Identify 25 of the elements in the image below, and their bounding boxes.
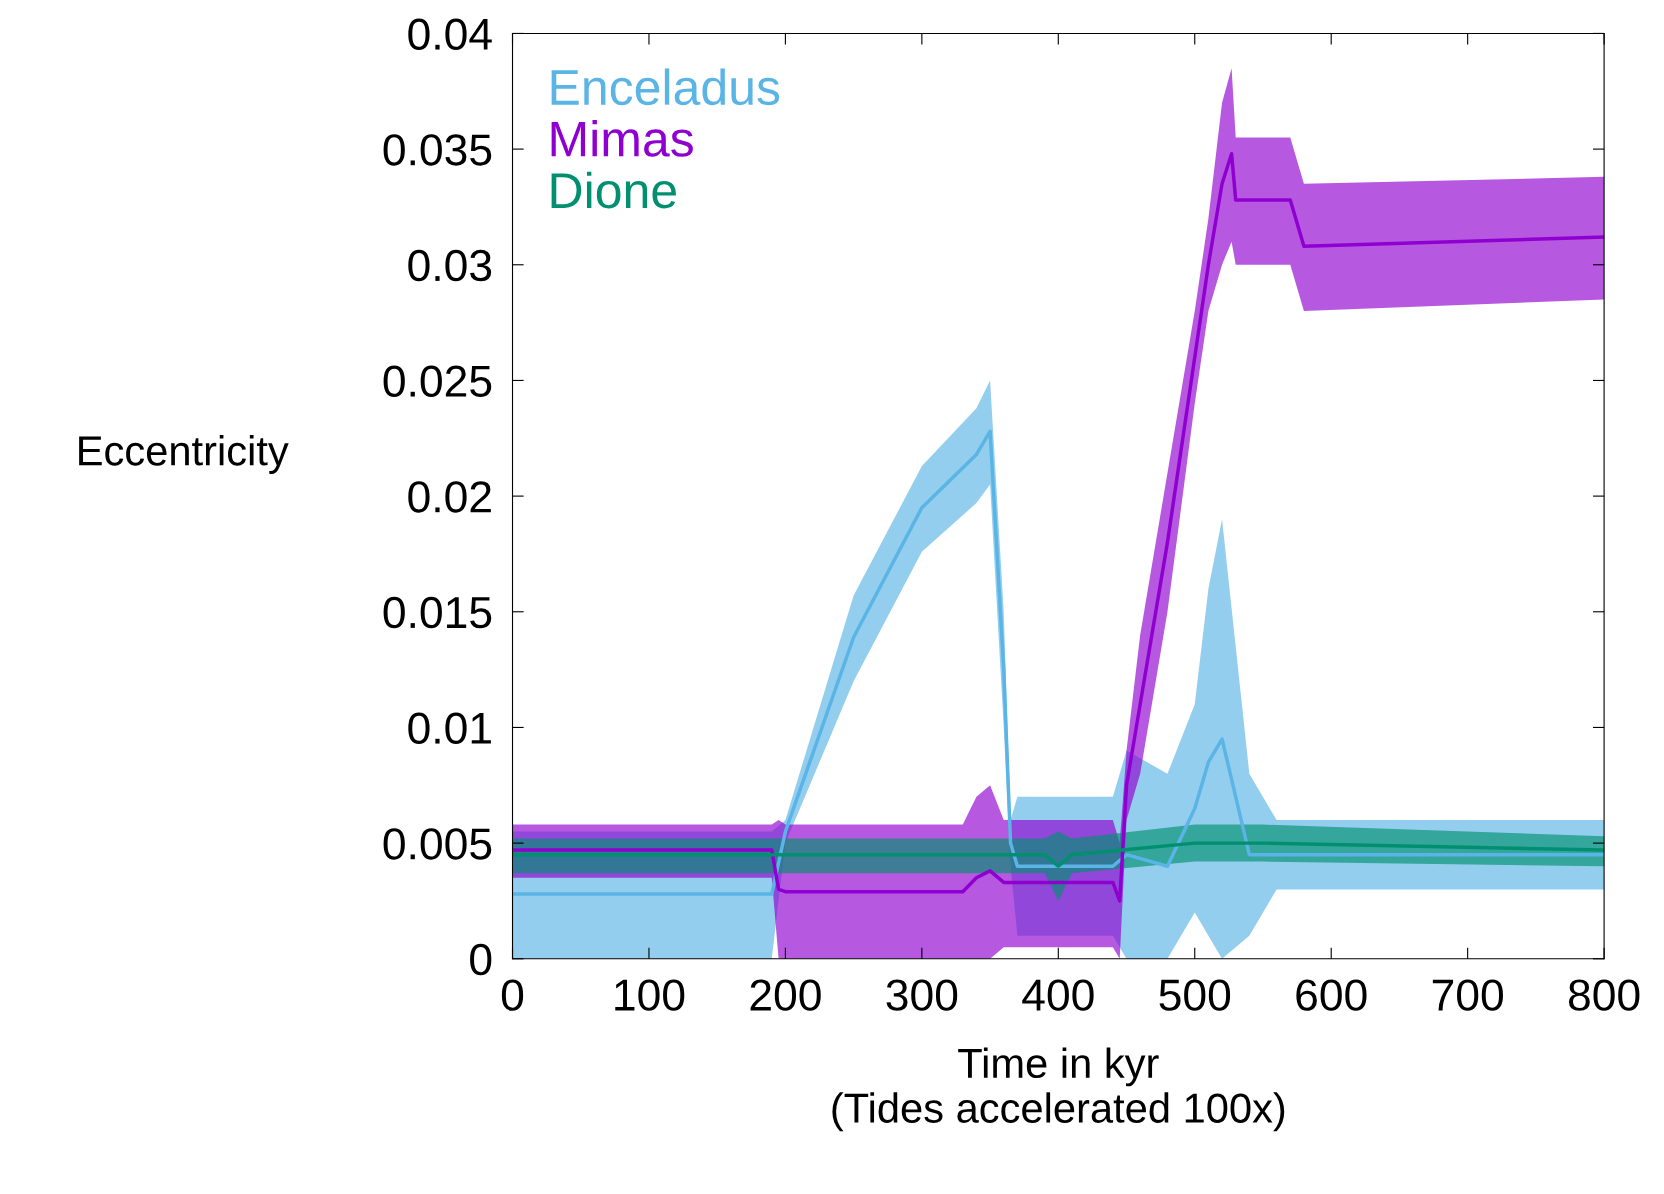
y-tick-label: 0.005 [383,828,492,860]
y-tick-label: 0.03 [408,249,492,282]
y-tick-label: 0.025 [383,365,492,397]
x-tick-label: 100 [615,979,685,1011]
x-tick-label: 300 [886,979,958,1011]
x-tick-label: 800 [1568,979,1640,1011]
x-tick-label: 200 [750,979,821,1011]
text: Dione [551,171,676,209]
x-tick-label: 0 [501,979,524,1011]
x-tick-label: 400 [1022,979,1094,1011]
y-tick-label: 0 [470,943,492,976]
x-tick-label: 700 [1432,979,1503,1011]
x-tick-label: 500 [1159,979,1231,1011]
x-tick-label: 600 [1296,979,1367,1011]
y-tick-label: 0.04 [408,18,492,50]
y-tick-label: 0.02 [408,481,491,513]
line-series [512,841,1605,868]
y-axis-title: Eccentricity [79,435,289,474]
line-series [512,429,1605,896]
y-tick-label: 0.01 [408,712,491,744]
x-axis-title: Time in kyr (Tides accelerated 100x) [832,1047,1285,1132]
text: Mimas [551,120,693,157]
text: Enceladus [551,68,780,106]
y-tick-label: 0.015 [383,596,492,629]
y-tick-label: 0.035 [383,134,492,166]
